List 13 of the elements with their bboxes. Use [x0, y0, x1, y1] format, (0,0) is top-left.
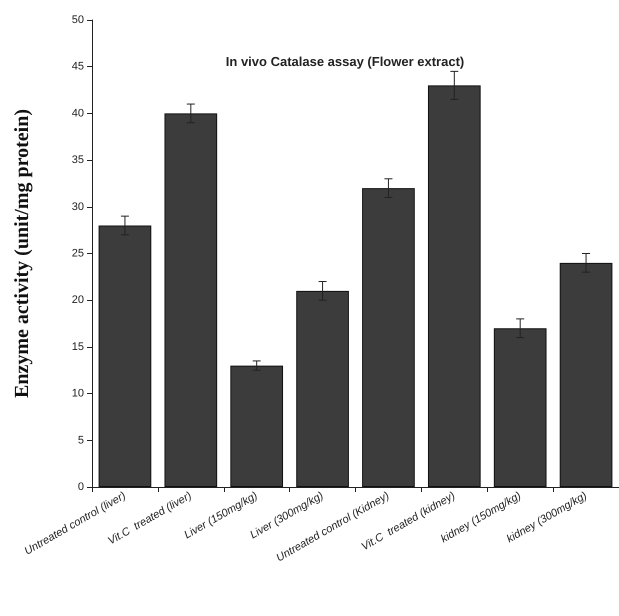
text: In vivo Catalase assay (Flower extract) — [226, 54, 464, 69]
y-tick-label: 15 — [72, 340, 84, 353]
y-tick-label: 10 — [72, 388, 84, 400]
y-axis-title: Enzyme activity (unit/mg protein) — [11, 108, 33, 398]
y-tick-label: 5 — [78, 434, 84, 446]
y-tick-label: 40 — [72, 107, 84, 120]
y-tick-label: 45 — [72, 60, 84, 73]
y-tick-label: 25 — [72, 248, 84, 260]
y-tick-label: 35 — [72, 154, 84, 166]
y-tick-label: 30 — [72, 200, 84, 213]
y-tick-label: 20 — [72, 294, 84, 306]
y-tick-label: 0 — [78, 481, 84, 493]
y-tick-label: 50 — [72, 14, 84, 26]
